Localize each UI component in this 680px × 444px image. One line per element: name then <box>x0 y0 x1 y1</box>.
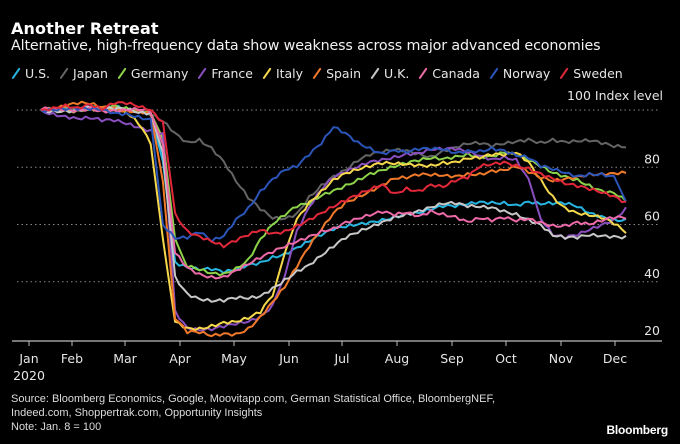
legend-item-norway: Norway <box>489 66 550 81</box>
series-line-norway <box>40 106 627 243</box>
chart-subtitle: Alternative, high-frequency data show we… <box>11 38 601 54</box>
legend-item-canada: Canada <box>418 66 480 81</box>
bloomberg-logo: Bloomberg <box>606 423 668 437</box>
legend-item-uk: U.K. <box>370 66 409 81</box>
series-line-italy <box>40 106 627 332</box>
x-tick-label: Jun <box>278 351 299 366</box>
legend-label: Italy <box>275 66 304 81</box>
series-line-canada <box>40 106 627 280</box>
legend-item-sweden: Sweden <box>559 66 622 81</box>
legend-label: Norway <box>502 66 551 81</box>
y-tick-label: 60 <box>644 209 660 224</box>
series-line-germany <box>40 103 627 277</box>
series-lines <box>40 100 627 338</box>
x-tick-label: Nov <box>549 351 574 366</box>
x-year-label: 2020 <box>13 368 45 383</box>
legend-item-spain: Spain <box>312 66 361 81</box>
y-axis-ticks: 20 40 60 80 <box>644 151 660 338</box>
legend-label: Canada <box>432 66 480 81</box>
legend-label: U.S. <box>25 66 51 81</box>
chart-title: Another Retreat <box>11 19 159 38</box>
series-line-sweden <box>40 101 627 249</box>
y-tick-label: 40 <box>644 266 660 281</box>
legend-item-germany: Germany <box>117 66 188 81</box>
x-axis: Jan Feb Mar Apr May Jun Jul Aug Sep Oct Nov Dec 2020 <box>12 340 662 383</box>
legend-label: U.K. <box>384 66 410 81</box>
footer: Source: Bloomberg Economics, Google, Moo… <box>11 392 495 434</box>
legend-item-france: France <box>197 66 253 81</box>
legend: U.S. Japan Germany France Italy Spain U.K. Cana… <box>11 66 632 81</box>
y-axis-unit-label: 100 Index level <box>567 88 663 103</box>
x-tick-label: Mar <box>113 351 137 366</box>
series-line-uk <box>40 105 627 303</box>
source-line-2: Indeed.com, Shoppertrak.com, Opportunity… <box>11 407 263 419</box>
legend-label: Japan <box>73 66 108 81</box>
x-tick-label: Dec <box>603 351 627 366</box>
x-tick-label: Apr <box>169 351 191 366</box>
legend-item-japan: Japan <box>59 66 108 81</box>
x-tick-label: May <box>221 351 247 366</box>
legend-label: Spain <box>326 66 361 81</box>
y-tick-label: 20 <box>644 323 660 338</box>
x-tick-label: Aug <box>385 351 409 366</box>
legend-label: France <box>211 66 253 81</box>
x-tick-label: Oct <box>495 351 517 366</box>
legend-label: Germany <box>130 66 189 81</box>
source-line-1: Source: Bloomberg Economics, Google, Moo… <box>11 393 496 405</box>
legend-item-italy: Italy <box>262 66 303 81</box>
x-tick-label: Feb <box>61 351 83 366</box>
series-line-spain <box>40 100 627 338</box>
gridlines <box>17 109 658 283</box>
legend-label: Sweden <box>573 66 623 81</box>
x-tick-label: Sep <box>440 351 464 366</box>
y-tick-label: 80 <box>644 151 660 166</box>
legend-item-us: U.S. <box>11 66 50 81</box>
note: Note: Jan. 8 = 100 <box>11 421 102 433</box>
x-tick-label: Jul <box>333 351 349 366</box>
x-tick-label: Jan <box>18 351 38 366</box>
